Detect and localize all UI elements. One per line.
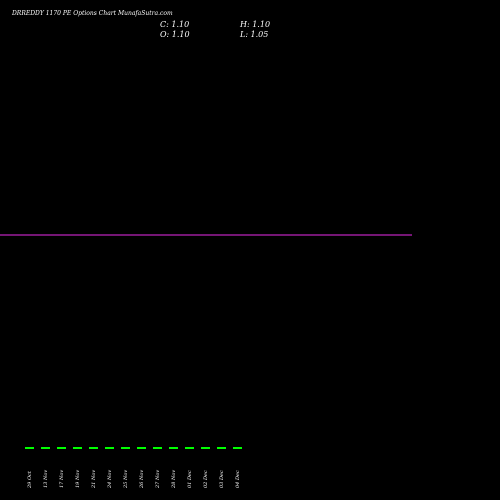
candle-body: [137, 447, 146, 449]
candle-body: [57, 447, 66, 449]
chart-title: DRREDDY 1170 PE Options Chart MunafaSutr…: [11, 10, 173, 17]
candle-body: [73, 447, 82, 449]
candle-body: [185, 447, 194, 449]
x-tick-label: 19 Nov: [75, 470, 81, 488]
candle-body: [233, 447, 242, 449]
x-tick-label: 24 Nov: [107, 470, 113, 489]
x-tick-label: 21 Nov: [91, 470, 97, 489]
candles: [25, 447, 242, 449]
x-tick-label: 17 Nov: [59, 470, 65, 488]
open-label: O: 1.10: [160, 30, 190, 39]
candle-body: [89, 447, 98, 449]
candle-body: [201, 447, 210, 449]
candle-body: [25, 447, 34, 449]
candle-body: [121, 447, 130, 449]
candle-body: [105, 447, 114, 449]
low-label: L: 1.05: [239, 30, 268, 39]
x-tick-label: 27 Nov: [155, 470, 161, 489]
candle-body: [41, 447, 50, 449]
x-tick-label: 03 Dec: [219, 470, 225, 488]
candle-body: [153, 447, 162, 449]
close-label: C: 1.10: [160, 20, 189, 29]
high-label: H: 1.10: [239, 20, 270, 29]
x-axis-ticks: 29 Oct 13 Nov 17 Nov 19 Nov 21 Nov 24 Nov 25 N…: [27, 470, 241, 489]
x-tick-label: 02 Dec: [203, 470, 209, 488]
x-tick-label: 13 Nov: [43, 470, 49, 488]
x-tick-label: 26 Nov: [139, 470, 145, 489]
x-tick-label: 01 Dec: [187, 470, 193, 488]
candle-body: [217, 447, 226, 449]
candle-body: [169, 447, 178, 449]
x-tick-label: 28 Nov: [171, 470, 177, 489]
x-tick-label: 29 Oct: [27, 470, 33, 489]
x-tick-label: 04 Dec: [235, 470, 241, 488]
x-tick-label: 25 Nov: [123, 470, 129, 489]
